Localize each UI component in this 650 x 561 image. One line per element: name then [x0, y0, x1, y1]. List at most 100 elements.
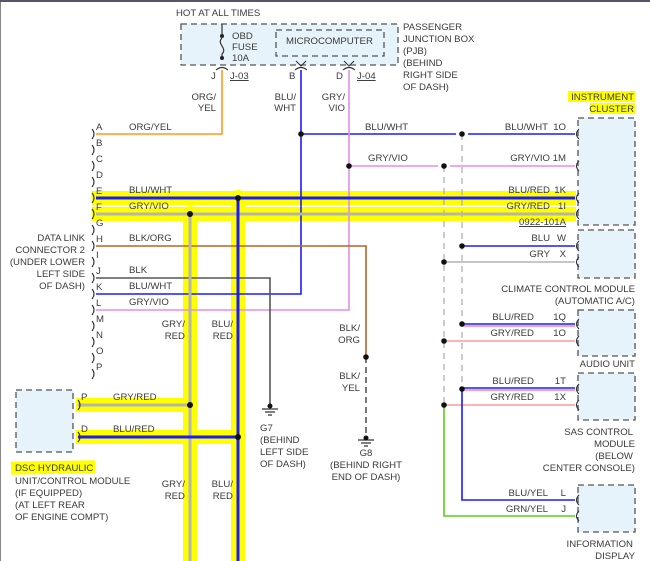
dsc-label: (IF EQUIPPED)	[15, 488, 82, 499]
sas-control-module: BLU/RED 1T GRY/RED 1X SAS CONTROL MODULE…	[490, 372, 636, 474]
pin-label: 1O	[553, 122, 566, 133]
connector-pin-arc	[575, 192, 580, 204]
dlc-pin-label: J	[96, 266, 101, 277]
wire-label: BLU/RED	[492, 376, 534, 387]
wire-label: GRN/YEL	[506, 504, 549, 515]
dlc-label: CONNECTOR 2	[15, 245, 85, 256]
connector-pin-arc	[575, 208, 580, 220]
g7-label: LEFT SIDE	[260, 447, 308, 458]
wire-label: GRY/VIO	[129, 201, 169, 212]
instrument-cluster-label: CLUSTER	[589, 104, 634, 115]
connector-pin-arc	[91, 368, 95, 380]
dsc-label: OF ENGINE COMPT)	[15, 512, 108, 523]
pin-label: 1M	[553, 153, 566, 164]
wire-label: ORG/YEL	[129, 122, 172, 133]
pin-label: 1X	[554, 392, 566, 403]
g7-label: G7	[260, 423, 273, 434]
wire-label: BLU/	[212, 479, 234, 490]
wire-label: YEL	[198, 103, 217, 114]
g7-label: (BEHIND	[260, 435, 300, 446]
dlc-pin-label: A	[96, 122, 103, 133]
info-display-label: DISPLAY	[595, 551, 635, 561]
dlc-pin-label: F	[96, 202, 102, 213]
climate-control-module: BLU W GRY X CLIMATE CONTROL MODULE (AUTO…	[501, 229, 636, 307]
fuse-label: 10A	[232, 53, 250, 64]
pjb-label: OF DASH)	[403, 82, 449, 93]
instrument-cluster-label: INSTRUMENT	[571, 92, 634, 103]
info-display-label: INFORMATION	[567, 539, 634, 550]
connector-label: 0922-101A	[519, 217, 567, 228]
pjb-label: RIGHT SIDE	[403, 70, 458, 81]
wire-label: GRY/VIO	[368, 153, 408, 164]
wire-label: GRY/RED	[506, 201, 550, 212]
fuse-label: OBD	[232, 31, 253, 42]
dlc-pin-label: H	[96, 234, 103, 245]
bus-labels: BLU/WHT GRY/VIO GRY/ RED BLU/ RED GRY/ R…	[162, 122, 409, 502]
wire-label: RED	[165, 491, 185, 502]
wire-label: ORG/	[191, 92, 216, 103]
connector-pin-arc	[91, 208, 95, 220]
dlc-pin-label: M	[96, 314, 104, 325]
sas-label: SAS CONTROL	[564, 427, 633, 438]
connector-pin-arc	[575, 335, 580, 347]
dlc-label: (UNDER LOWER	[10, 257, 85, 268]
dlc-pin-label: D	[96, 170, 103, 181]
dlc-pin-label: P	[96, 362, 102, 373]
dsc-module: P GRY/RED D BLU/RED DSC HYDRAULIC UNIT/C…	[15, 389, 157, 523]
fuse-label: FUSE	[232, 42, 258, 53]
connector-pin-arc	[575, 494, 580, 506]
wire-label: BLU/RED	[113, 424, 155, 435]
wire-label: GRY/VIO	[510, 153, 550, 164]
pin-label: X	[560, 249, 567, 260]
wire-label: RED	[213, 491, 233, 502]
dlc-label: LEFT SIDE	[37, 269, 85, 280]
connector-j03-label: J-03	[230, 71, 249, 82]
wire-gry-vio	[96, 70, 350, 311]
connector-pin-arc	[91, 240, 95, 252]
connector-pin-arc	[91, 176, 95, 188]
connector-pin-arc	[91, 192, 95, 204]
dlc-pin-label: E	[96, 186, 102, 197]
wire-label: VIO	[328, 103, 345, 114]
connector-pin-arc	[91, 336, 95, 348]
pin-b-label: B	[289, 71, 295, 82]
wires	[78, 70, 575, 561]
wire-label: GRY/	[162, 319, 186, 330]
dlc-pin-label: G	[96, 218, 103, 229]
connector-pin-arc	[91, 288, 95, 300]
pin-label: P	[81, 392, 87, 403]
dsc-label-highlighted: DSC HYDRAULIC	[15, 463, 93, 474]
wire-label: BLU/	[212, 319, 234, 330]
connector-pin-arc	[575, 399, 580, 411]
wire-label: RED	[213, 331, 233, 342]
pin-label: 1O	[553, 328, 566, 339]
pin-label: J	[561, 504, 566, 515]
dsc-label: (AT LEFT REAR	[15, 500, 85, 511]
wire-label: YEL	[342, 383, 361, 394]
wire-label: BLK/ORG	[129, 233, 172, 244]
wire-label: BLU/RED	[492, 312, 534, 323]
module-connector-arcs	[575, 128, 580, 522]
wire-label: BLU/	[275, 92, 297, 103]
wire-label: WHT	[274, 103, 296, 114]
pin-j-label: J	[211, 71, 216, 82]
dlc-pin-label: L	[96, 298, 102, 309]
wire-blk	[96, 277, 271, 405]
connector-pin-arc	[575, 318, 580, 330]
connector-pin-arc	[575, 240, 580, 252]
hot-at-all-times-label: HOT AT ALL TIMES	[176, 8, 260, 19]
climate-label: (AUTOMATIC A/C)	[555, 296, 635, 307]
pjb-label: (PJB)	[403, 46, 427, 57]
instrument-cluster: INSTRUMENT CLUSTER BLU/WHT 1O GRY/VIO 1M…	[505, 92, 636, 228]
g8-label: G8	[360, 448, 373, 459]
dlc-pin-label: C	[96, 154, 103, 165]
dlc-pin-label: I	[96, 250, 99, 261]
dlc-pin-label: K	[96, 282, 103, 293]
connector-pin-arc	[91, 224, 95, 236]
g7-label: OF DASH)	[260, 459, 306, 470]
wire-label: GRY/RED	[113, 392, 157, 403]
connector-pin-arc	[575, 128, 580, 140]
g8-label: (BEHIND RIGHT	[330, 460, 402, 471]
wire-label: GRY/RED	[490, 392, 534, 403]
pin-label: 1Q	[553, 312, 566, 323]
